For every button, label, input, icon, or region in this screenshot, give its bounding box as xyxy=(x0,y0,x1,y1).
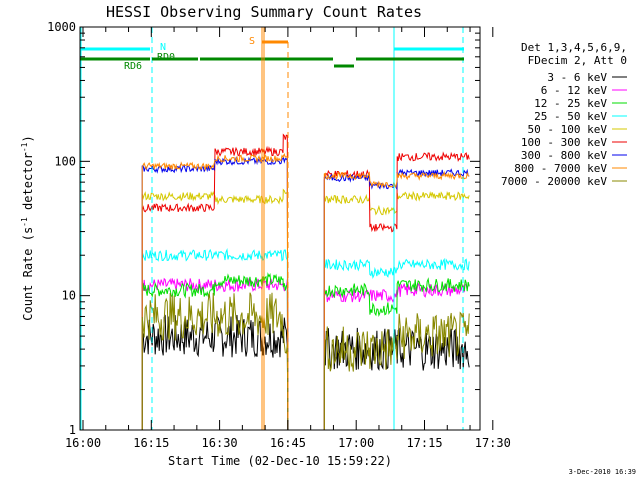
x-axis-label: Start Time (02-Dec-10 15:59:22) xyxy=(168,454,392,468)
series-line-12_25keV xyxy=(323,277,470,430)
legend-label: 800 - 7000 keV xyxy=(514,162,607,175)
annotation-label-n: N xyxy=(160,42,166,53)
series-line-100_300keV xyxy=(323,151,470,430)
y-tick-label: 100 xyxy=(54,154,76,168)
legend-header: Det 1,3,4,5,6,9, xyxy=(521,41,627,54)
series-line-25_50keV xyxy=(323,257,470,430)
legend-label: 100 - 300 keV xyxy=(521,136,607,149)
x-tick-label: 16:00 xyxy=(65,436,101,450)
legend-label: 50 - 100 keV xyxy=(528,123,608,136)
legend-label: 300 - 800 keV xyxy=(521,149,607,162)
y-axis-label-main: Count Rate (s xyxy=(21,227,35,321)
legend: Det 1,3,4,5,6,9,FDecim 2, Att 0 3 - 6 keV… xyxy=(501,41,627,188)
series-line-7000_20000keV xyxy=(141,292,289,431)
x-tick-label: 16:45 xyxy=(270,436,306,450)
y-axis-label-sup2: -1 xyxy=(20,142,29,152)
legend-header: FDecim 2, Att 0 xyxy=(528,54,627,67)
y-tick-label: 10 xyxy=(62,289,76,303)
x-tick-label: 16:15 xyxy=(133,436,169,450)
annotation-label-s: S xyxy=(249,36,255,47)
y-axis-label-sup1: -1 xyxy=(20,217,29,227)
x-tick-label: 17:30 xyxy=(475,436,511,450)
y-tick-label: 1000 xyxy=(47,20,76,34)
annotation-label-rd0: RD0 xyxy=(157,52,175,63)
series-line-50_100keV xyxy=(323,190,470,430)
y-tick-label: 1 xyxy=(69,423,76,437)
legend-label: 7000 - 20000 keV xyxy=(501,175,607,188)
data-layer xyxy=(141,133,470,431)
x-tick-label: 17:00 xyxy=(338,436,374,450)
timestamp-label: 3-Dec-2010 16:39 xyxy=(569,468,636,476)
annotation-label-rd6: RD6 xyxy=(124,61,142,72)
series-line-7000_20000keV xyxy=(323,311,470,430)
legend-label: 12 - 25 keV xyxy=(534,97,607,110)
series-line-50_100keV xyxy=(141,188,289,431)
x-tick-label: 17:15 xyxy=(406,436,442,450)
legend-label: 6 - 12 keV xyxy=(541,84,608,97)
x-tick-label: 16:30 xyxy=(202,436,238,450)
y-axis-label: Count Rate (s-1 detector-1) xyxy=(20,135,35,320)
plot-frame xyxy=(79,26,481,431)
series-line-800_7000keV xyxy=(323,170,470,430)
y-axis-label-mid: detector xyxy=(21,152,35,217)
legend-label: 3 - 6 keV xyxy=(547,71,607,84)
chart-title: HESSI Observing Summary Count Rates xyxy=(106,3,422,21)
axis-layer: 16:00 16:15 16:30 16:45 17:00 17:15 17:30 1 10 10… xyxy=(47,20,511,450)
y-axis-label-end: ) xyxy=(21,135,35,142)
legend-label: 25 - 50 keV xyxy=(534,110,607,123)
